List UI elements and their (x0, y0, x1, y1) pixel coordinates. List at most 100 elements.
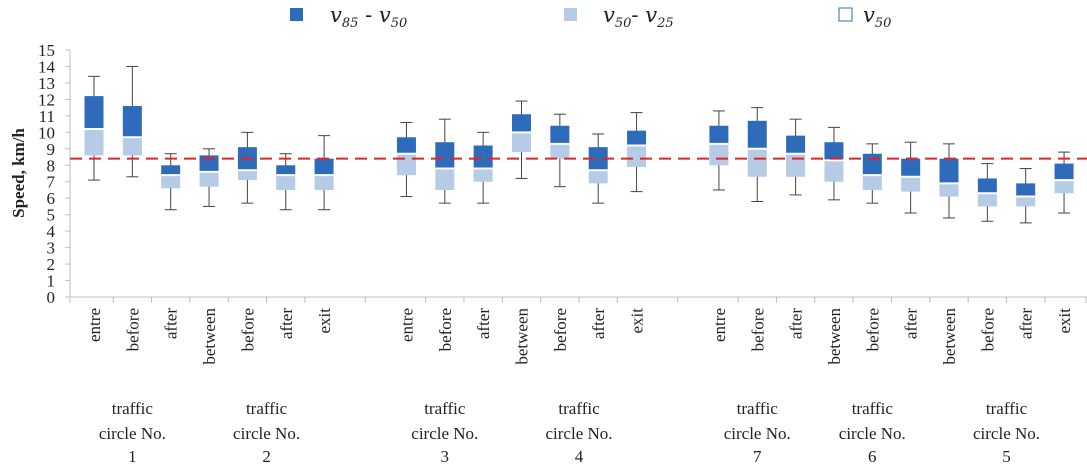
y-tick-label: 4 (47, 222, 56, 241)
box-upper-v85-v50 (435, 142, 455, 169)
box-between (199, 148, 219, 207)
legend: v85 - v50 v50- v25 v50 (290, 3, 891, 31)
y-tick-label: 13 (38, 74, 55, 93)
box-before (435, 118, 455, 204)
box-lower-v50-v25 (161, 175, 181, 189)
box-lower-v50-v25 (824, 160, 844, 182)
legend-swatch-v50 (838, 7, 853, 22)
group-label: traffic circle No. 2 (233, 399, 300, 466)
group-label-line1: traffic (246, 399, 288, 418)
x-axis-ticks: entre before after between before after exit en… (85, 308, 1074, 365)
box-lower-v50-v25 (901, 176, 921, 192)
box-upper-v85-v50 (1016, 183, 1036, 197)
x-tick-label-exit: exit (315, 308, 334, 334)
y-tick-label: 8 (47, 156, 56, 175)
y-tick-label: 2 (47, 255, 56, 274)
group-label: traffic circle No. 4 (546, 399, 613, 466)
x-tick-label-exit: exit (628, 308, 647, 334)
box-lower-v50-v25 (1054, 180, 1074, 194)
box-after (901, 141, 921, 214)
box-after (588, 133, 608, 204)
box-lower-v50-v25 (276, 175, 296, 190)
group-label-line2: circle No. (411, 424, 478, 443)
box-upper-v85-v50 (473, 145, 493, 169)
group-label: traffic circle No. 3 (411, 399, 478, 466)
box-before (237, 131, 257, 204)
box-lower-v50-v25 (747, 148, 767, 177)
x-tick-label-entre: entre (710, 308, 729, 342)
box-upper-v85-v50 (588, 147, 608, 171)
legend-swatch-v85-v50 (290, 8, 303, 21)
x-tick-label-before: before (123, 308, 142, 351)
box-lower-v50-v25 (550, 143, 570, 159)
x-tick-label-before: before (748, 308, 767, 351)
box-between (939, 143, 959, 219)
box-after (473, 131, 493, 204)
legend-swatch-v50-v25 (564, 8, 577, 21)
box-upper-v85-v50 (824, 142, 844, 161)
box-after (161, 153, 181, 211)
box-before (862, 143, 882, 204)
legend-label-v50-v25: v50- v25 (603, 3, 674, 31)
axes (65, 49, 1087, 303)
group-label-line1: traffic (852, 399, 894, 418)
y-tick-label: 10 (38, 123, 55, 142)
y-tick-label: 3 (47, 239, 56, 258)
x-tick-label-before: before (863, 308, 882, 351)
group-label-number: 3 (441, 447, 450, 466)
y-tick-label: 9 (47, 140, 56, 159)
y-tick-label: 11 (39, 107, 55, 126)
x-tick-label-between: between (200, 308, 219, 365)
x-tick-label-after: after (787, 308, 806, 339)
box-entre (709, 110, 729, 191)
y-tick-label: 0 (47, 288, 56, 307)
box-lower-v50-v25 (237, 170, 257, 181)
y-tick-label: 5 (47, 206, 56, 225)
box-after (786, 118, 806, 196)
y-tick-label: 14 (38, 57, 56, 76)
box-lower-v50-v25 (709, 143, 729, 166)
box-lower-v50-v25 (435, 168, 455, 190)
box-between (512, 100, 531, 179)
x-tick-label-before: before (436, 308, 455, 351)
boxes (84, 65, 1074, 224)
y-tick-label: 6 (47, 189, 56, 208)
box-before (747, 107, 767, 202)
box-after (276, 153, 296, 211)
box-lower-v50-v25 (473, 168, 493, 182)
group-label-line2: circle No. (839, 424, 906, 443)
group-label: traffic circle No. 5 (973, 399, 1040, 466)
x-tick-label-before: before (551, 308, 570, 351)
x-tick-label-entre: entre (85, 308, 104, 342)
x-tick-label-between: between (940, 308, 959, 365)
group-label-line2: circle No. (99, 424, 166, 443)
group-label-line2: circle No. (233, 424, 300, 443)
x-tick-label-after: after (589, 308, 608, 339)
box-upper-v85-v50 (901, 158, 921, 177)
box-after (1016, 168, 1036, 224)
box-upper-v85-v50 (122, 105, 142, 138)
box-exit (314, 135, 334, 211)
x-tick-label-after: after (277, 308, 296, 339)
box-lower-v50-v25 (939, 183, 959, 197)
x-tick-label-before: before (978, 308, 997, 351)
box-upper-v85-v50 (862, 153, 882, 176)
y-tick-label: 15 (38, 41, 55, 60)
box-lower-v50-v25 (314, 175, 334, 190)
box-exit (1054, 151, 1074, 214)
box-lower-v50-v25 (588, 170, 608, 184)
box-upper-v85-v50 (939, 158, 959, 184)
box-lower-v50-v25 (84, 129, 104, 156)
x-tick-label-entre: entre (397, 308, 416, 342)
box-lower-v50-v25 (786, 153, 806, 177)
box-lower-v50-v25 (627, 145, 647, 167)
box-lower-v50-v25 (862, 175, 882, 190)
box-lower-v50-v25 (977, 193, 997, 207)
box-entre (84, 75, 104, 181)
group-label: traffic circle No. 7 (724, 399, 791, 466)
group-label-number: 2 (262, 447, 271, 466)
y-tick-label: 1 (47, 272, 56, 291)
box-upper-v85-v50 (786, 135, 806, 154)
